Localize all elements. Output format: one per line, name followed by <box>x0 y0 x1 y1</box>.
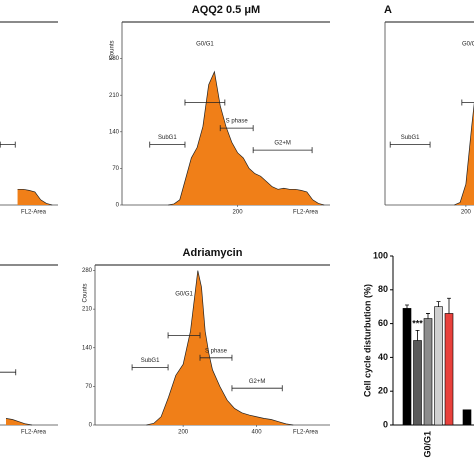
gate-label: G0/G1 <box>196 42 214 48</box>
y-axis-label: Counts <box>83 283 89 302</box>
gate <box>389 141 431 148</box>
gate <box>231 385 283 392</box>
histogram-outline <box>17 188 53 206</box>
y-tick-label: 80 <box>378 284 388 294</box>
gate-label: S phase <box>226 119 249 125</box>
gate <box>167 332 201 339</box>
gate-label: G0/G1 <box>175 291 193 297</box>
x-axis-label: FL2-Area <box>21 430 47 436</box>
y-tick-label: 20 <box>378 386 388 396</box>
x-axis-label: FL2-Area <box>293 210 319 216</box>
gate-label: G0/G1 <box>462 42 474 48</box>
y-axis-label: Cell cycle disturbution (%) <box>362 284 372 397</box>
bar <box>423 318 433 426</box>
gate <box>199 354 233 361</box>
gate <box>461 99 474 106</box>
gate-label: G2+M <box>274 141 291 147</box>
y-tick-label: 60 <box>378 318 388 328</box>
gate <box>0 141 16 148</box>
gate-label: SubG1 <box>141 358 160 364</box>
panel-title: Adriamycin <box>183 247 243 259</box>
gate-label: SubG1 <box>158 135 177 141</box>
gate <box>219 125 254 132</box>
y-tick-label: 140 <box>82 345 93 351</box>
error-bar <box>447 297 451 314</box>
x-tick-label: 200 <box>178 430 189 436</box>
bar <box>462 409 472 426</box>
y-tick-label: 70 <box>85 384 92 390</box>
gate-label: SubG1 <box>401 135 420 141</box>
gate <box>252 147 313 154</box>
x-tick-label: 400 <box>252 430 263 436</box>
y-axis-label: Counts <box>110 40 116 59</box>
y-tick-label: 0 <box>116 203 120 209</box>
x-tick-label: G0/G1 <box>422 431 432 458</box>
bar <box>413 340 422 426</box>
bar <box>444 313 454 426</box>
histogram-outline <box>5 418 33 426</box>
y-tick-label: 280 <box>82 268 93 274</box>
histogram-fill <box>146 270 294 425</box>
histogram-outline <box>146 270 294 426</box>
gate-label: S phase <box>205 348 228 354</box>
y-tick-label: 210 <box>82 307 93 313</box>
panel-title: AQQ2 0.5 μM <box>192 4 260 16</box>
error-bar <box>436 301 441 307</box>
x-tick-label: 200 <box>233 210 244 216</box>
y-tick-label: 0 <box>89 423 93 429</box>
x-axis-label: FL2-Area <box>21 210 47 216</box>
gate <box>149 141 186 148</box>
y-tick-label: 70 <box>112 166 119 172</box>
histogram-fill <box>454 105 474 205</box>
y-tick-label: 210 <box>109 93 120 99</box>
error-bar <box>405 304 409 309</box>
y-tick-label: 100 <box>373 250 388 260</box>
gate-label: G2+M <box>249 379 266 385</box>
x-axis-label: FL2-Area <box>293 430 319 436</box>
gate <box>131 364 169 371</box>
error-bar <box>426 313 430 319</box>
bar <box>402 308 412 426</box>
histogram-fill <box>168 71 325 206</box>
gate <box>184 99 226 106</box>
histogram-fill <box>6 418 32 425</box>
histogram-fill <box>17 189 53 205</box>
y-tick-label: 280 <box>109 56 120 62</box>
histogram-outline <box>454 102 474 206</box>
bar <box>434 306 443 426</box>
y-tick-label: 40 <box>378 352 388 362</box>
x-tick-label: 200 <box>461 210 472 216</box>
significance: *** <box>412 319 423 329</box>
y-tick-label: 140 <box>109 129 120 135</box>
histogram-outline <box>168 70 325 206</box>
panel-title: A <box>384 4 392 16</box>
error-bar <box>415 329 420 341</box>
y-tick-label: 0 <box>383 419 388 429</box>
gate <box>0 369 17 376</box>
